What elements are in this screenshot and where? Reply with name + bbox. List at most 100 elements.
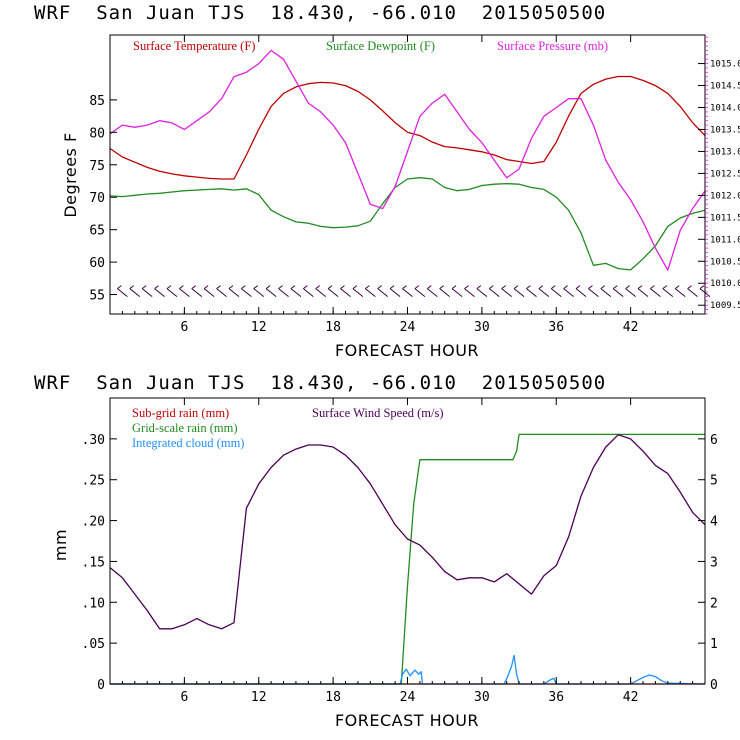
wind-barb-flag: [389, 285, 395, 289]
wind-barb-flag: [228, 285, 234, 289]
wind-barb-flag: [290, 285, 296, 289]
wind-barb: [402, 288, 413, 297]
wind-barb-flag: [315, 285, 321, 289]
wind-barb-flag: [476, 285, 482, 289]
y2-tick-label: 1013.0: [710, 147, 740, 157]
wind-barb: [476, 288, 488, 297]
wind-barb: [352, 288, 364, 297]
wind-barb-flag: [625, 285, 630, 289]
y-tick-label: .15: [82, 555, 105, 570]
legend-grid-scale-rain: Grid-scale rain (mm): [132, 421, 238, 435]
wind-barb-flag: [216, 285, 221, 289]
wind-barb: [451, 288, 463, 297]
y-tick-label: 0: [97, 678, 105, 693]
x-tick-label: 30: [474, 320, 490, 335]
wind-barb-flag: [203, 285, 209, 289]
y-tick-label: .25: [82, 474, 105, 489]
wind-barb-flag: [191, 285, 197, 289]
wind-barb: [179, 288, 190, 297]
temperature-pressure-chart: 6 12 18 24 30 36 42 55 60 65 70 75 80 85 1009.5 1010.0 1…: [61, 34, 740, 360]
series-line-surface-wind-speed-m-s: [109, 434, 706, 630]
legend-surface-wind-speed: Surface Wind Speed (m/s): [312, 406, 444, 420]
y2-tick-label: 1014.5: [710, 82, 740, 92]
wind-barb: [526, 288, 537, 297]
y2-tick-label: 1014.0: [710, 103, 740, 113]
x-tick-label: 42: [623, 320, 639, 335]
wind-barb: [600, 288, 612, 297]
wind-barb: [216, 288, 227, 297]
wind-barb-flag: [377, 285, 383, 289]
y2-tick-label: 2: [710, 596, 718, 611]
x-tick-label: 12: [251, 320, 267, 335]
legend-surface-temperature: Surface Temperature (F): [133, 39, 255, 53]
y-tick-label: 80: [89, 126, 105, 141]
wind-barb-flag: [501, 285, 506, 289]
series-line-grid-scale-rain-mm: [110, 433, 705, 685]
wind-barb: [389, 288, 401, 297]
wind-barb-flag: [687, 285, 692, 289]
y-tick-label: .20: [82, 515, 105, 530]
series-line-surface-temperature-f: [109, 75, 706, 180]
wind-barb: [439, 288, 450, 297]
wind-barb: [414, 288, 426, 297]
x-tick-label: 36: [548, 320, 564, 335]
x-tick-label: 18: [325, 690, 341, 705]
wind-barb-flag: [612, 285, 618, 289]
y-tick-label: 60: [89, 256, 105, 271]
x-tick-label: 6: [180, 690, 188, 705]
wind-barb-flag: [426, 285, 432, 289]
y2-tick-label: 1011.5: [710, 213, 740, 223]
bottom-x-axis-label: FORECAST HOUR: [335, 711, 479, 730]
wind-barb: [117, 288, 128, 297]
wind-barb: [203, 288, 215, 297]
wind-barb: [129, 288, 141, 297]
y-tick-label: 85: [89, 94, 105, 109]
wind-barb-flag: [699, 285, 705, 289]
wind-barb: [253, 288, 265, 297]
wind-barb: [513, 288, 525, 297]
wind-barb-flag: [550, 285, 556, 289]
wind-barb: [377, 288, 389, 297]
wind-barb: [687, 288, 698, 297]
wind-barb: [315, 288, 327, 297]
y-tick-label: 65: [89, 224, 105, 239]
y2-tick-label: 1009.5: [710, 301, 740, 311]
y2-tick-label: 6: [710, 433, 718, 448]
wind-barb: [241, 288, 252, 297]
y2-tick-label: 1010.0: [710, 279, 740, 289]
wind-barb: [426, 288, 438, 297]
y2-tick-label: 0: [710, 678, 718, 693]
y2-tick-label: 3: [710, 555, 718, 570]
series-line-surface-dewpoint-f: [109, 177, 706, 271]
legend-sub-grid-rain: Sub-grid rain (mm): [132, 406, 229, 420]
wind-barb-flag: [253, 285, 259, 289]
wind-barb: [303, 288, 314, 297]
wind-barb-flag: [526, 285, 531, 289]
wind-barb-flag: [141, 285, 147, 289]
wind-barbs: [117, 285, 711, 297]
wind-barb-flag: [340, 285, 345, 289]
top-chart-title: WRF San Juan TJS 18.430, -66.010 2015050…: [34, 2, 607, 24]
wind-barb-flag: [278, 285, 283, 289]
y-tick-label: 70: [89, 191, 105, 206]
y2-tick-label: 5: [710, 474, 718, 489]
wind-barb-flag: [451, 285, 457, 289]
wind-barb: [488, 288, 500, 297]
wind-barb-flag: [365, 285, 370, 289]
y-tick-label: 75: [89, 159, 105, 174]
y-tick-label: 55: [89, 289, 105, 304]
wind-barb: [141, 288, 153, 297]
legend-surface-dewpoint: Surface Dewpoint (F): [326, 39, 435, 53]
wind-barb-flag: [637, 285, 643, 289]
wind-barb-flag: [575, 285, 581, 289]
wind-barb: [612, 288, 624, 297]
wind-barb-flag: [513, 285, 519, 289]
wind-barb-flag: [265, 285, 271, 289]
wind-barb-flag: [352, 285, 358, 289]
legend-surface-pressure: Surface Pressure (mb): [497, 39, 608, 53]
wind-barb: [265, 288, 277, 297]
x-tick-label: 12: [251, 690, 267, 705]
wind-barb-flag: [327, 285, 333, 289]
wind-barb: [365, 288, 376, 297]
